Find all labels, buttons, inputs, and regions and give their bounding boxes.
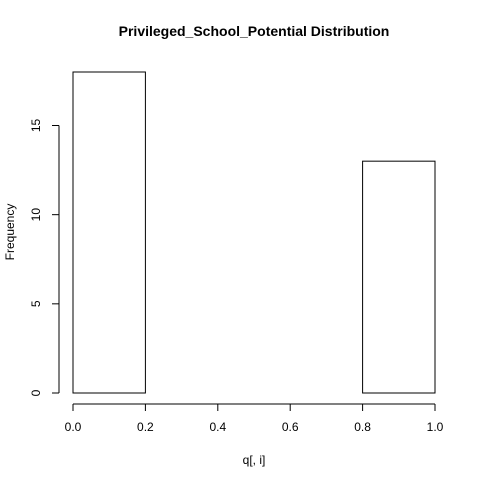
- x-tick-label: 0.8: [354, 420, 371, 434]
- x-tick-label: 0.4: [209, 420, 226, 434]
- x-tick-label: 0.2: [137, 420, 154, 434]
- x-tick-label: 1.0: [427, 420, 444, 434]
- x-tick-label: 0.0: [65, 420, 82, 434]
- bars-group: [72, 71, 436, 394]
- chart-title: Privileged_School_Potential Distribution: [119, 23, 390, 39]
- histogram-bar-4: [362, 160, 436, 394]
- histogram-bar-0: [72, 71, 146, 394]
- y-axis: 0 5 10 15: [29, 119, 60, 396]
- x-axis: 0.0 0.2 0.4 0.6 0.8 1.0: [65, 403, 444, 434]
- y-tick-label: 10: [29, 208, 43, 222]
- x-tick-label: 0.6: [282, 420, 299, 434]
- x-axis-label: q[, i]: [243, 453, 266, 467]
- y-axis-label: Frequency: [3, 204, 17, 261]
- y-tick-label: 15: [29, 119, 43, 133]
- y-tick-label: 0: [29, 389, 43, 396]
- y-tick-label: 5: [29, 300, 43, 307]
